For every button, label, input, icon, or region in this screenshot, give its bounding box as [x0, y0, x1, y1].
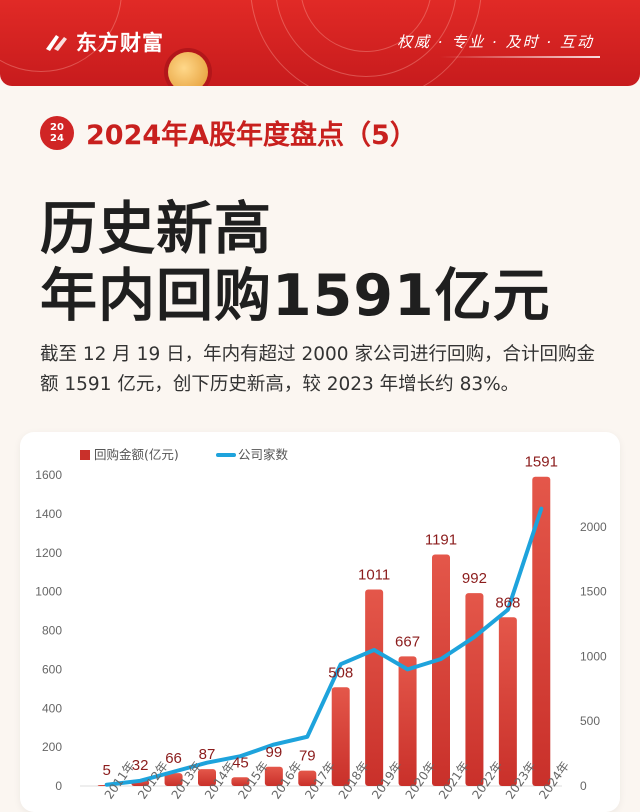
bar-2017年: [298, 770, 317, 786]
bar-value-label: 868: [495, 594, 520, 611]
bar-2016年: [264, 766, 283, 786]
legend-bar-label: 回购金额(亿元): [94, 447, 179, 462]
year-badge: 20 24: [40, 116, 74, 150]
brand-name: 东方财富: [76, 31, 164, 55]
y-left-tick-label: 1400: [35, 507, 62, 521]
bar-value-label: 5: [103, 762, 111, 779]
header-banner: 东方财富 权威 · 专业 · 及时 · 互动: [0, 0, 640, 86]
bar-2014年: [198, 769, 216, 786]
bar-value-label: 992: [462, 570, 487, 587]
brand-logo[interactable]: 东方财富: [44, 27, 164, 57]
line-company-count: [104, 506, 544, 787]
brand-logo-icon: [46, 35, 67, 51]
bar-value-label: 667: [395, 633, 420, 650]
bar-value-label: 1591: [525, 454, 558, 471]
bar-2018年: [331, 687, 350, 786]
y-left-tick-label: 1600: [35, 468, 62, 482]
y-left-tick-label: 0: [55, 779, 62, 793]
bar-value-label: 99: [266, 744, 283, 761]
bar-2022年: [465, 593, 484, 786]
bar-value-label: 79: [299, 748, 316, 765]
bar-value-label: 66: [165, 750, 182, 767]
y-left-tick-label: 200: [42, 740, 62, 754]
y-right-tick-label: 2000: [580, 520, 607, 534]
y-right-tick-label: 1000: [580, 649, 607, 663]
bar-value-label: 45: [232, 754, 249, 771]
y-left-tick-label: 1000: [35, 585, 62, 599]
y-right-tick-label: 500: [580, 714, 600, 728]
bar-value-label: 1191: [425, 531, 457, 548]
y-left-tick-label: 400: [42, 701, 62, 715]
bar-2013年: [164, 773, 183, 786]
bar-2015年: [231, 777, 250, 786]
bar-2020年: [398, 656, 417, 786]
y-right-tick-label: 0: [580, 779, 587, 793]
year-badge-top: 20: [50, 122, 64, 133]
bar-value-label: 1011: [358, 566, 390, 583]
bar-value-label: 32: [132, 757, 149, 774]
legend-line-label: 公司家数: [238, 447, 289, 462]
description: 截至 12 月 19 日，年内有超过 2000 家公司进行回购，合计回购金额 1…: [40, 344, 595, 395]
headline-line-2: 年内回购1591亿元: [40, 263, 551, 329]
bar-2024年: [532, 476, 551, 786]
brand-slogan: 权威 · 专业 · 及时 · 互动: [397, 33, 594, 51]
y-left-tick-label: 800: [42, 624, 62, 638]
bar-value-label: 87: [199, 746, 216, 763]
year-badge-bottom: 24: [50, 133, 64, 144]
page-subtitle: 2024年A股年度盘点（5）: [86, 120, 417, 151]
slogan-underline: [440, 56, 600, 58]
legend-bar-swatch: [80, 450, 90, 460]
bar-value-label: 508: [328, 664, 353, 681]
y-right-tick-label: 1500: [580, 585, 607, 599]
bar-2021年: [432, 554, 450, 786]
headline-line-1: 历史新高: [40, 196, 272, 262]
y-left-tick-label: 600: [42, 662, 62, 676]
y-left-tick-label: 1200: [35, 546, 62, 560]
bar-2023年: [498, 617, 517, 786]
coin-icon: [168, 52, 208, 86]
chart-card: [20, 432, 620, 812]
bar-2019年: [365, 589, 384, 786]
